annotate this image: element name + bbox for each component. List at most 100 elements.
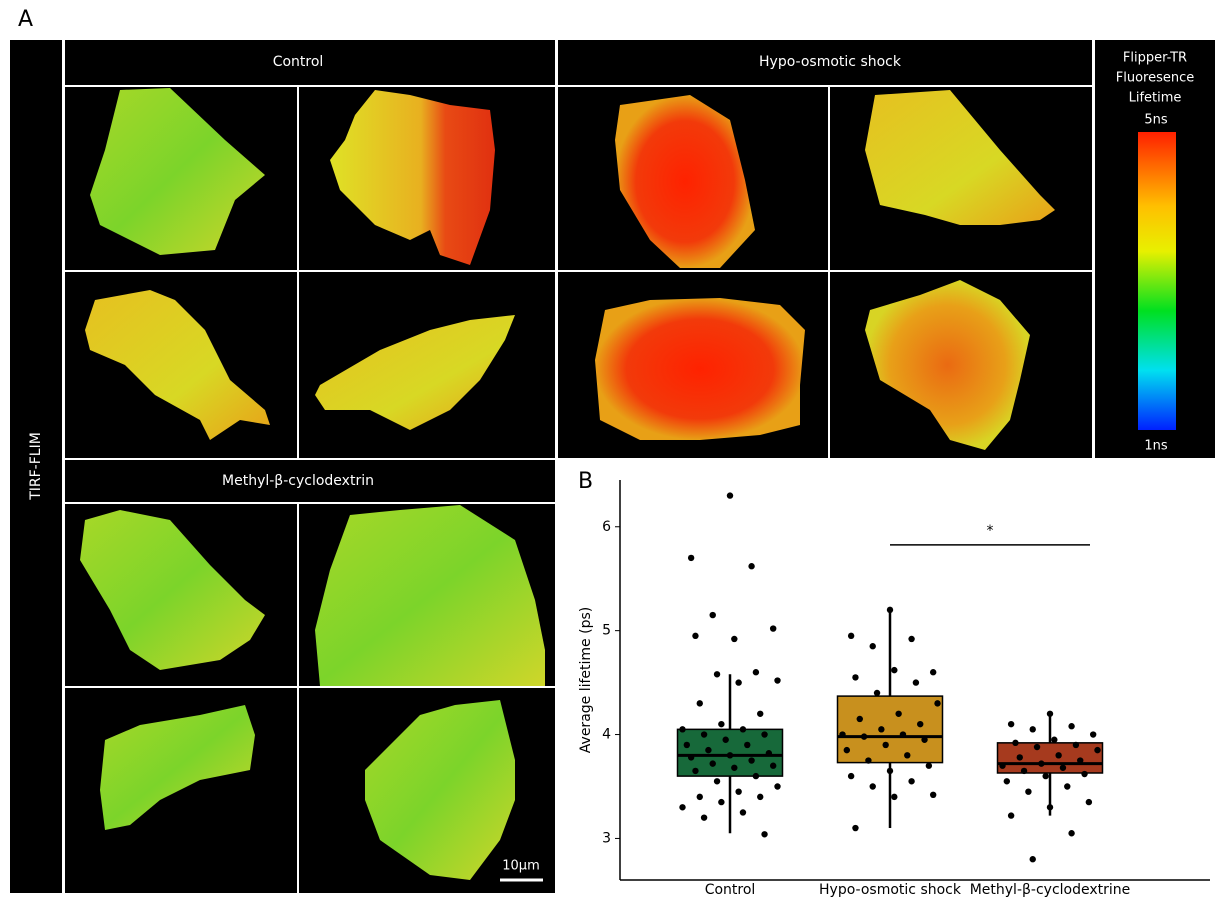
data-point <box>839 731 846 738</box>
data-point <box>1046 710 1054 717</box>
data-point <box>929 669 937 676</box>
data-point <box>748 563 755 570</box>
data-point <box>1020 767 1028 775</box>
data-point <box>882 741 889 749</box>
data-point <box>705 746 712 754</box>
data-point <box>860 733 868 740</box>
data-point <box>687 554 695 562</box>
data-point <box>713 778 721 785</box>
data-point <box>1068 723 1075 730</box>
data-point <box>718 720 725 728</box>
data-point <box>1094 746 1101 754</box>
data-point <box>1046 804 1054 811</box>
data-point <box>1003 778 1011 785</box>
data-point <box>1059 764 1067 771</box>
data-point <box>999 762 1006 769</box>
data-point <box>917 720 924 728</box>
data-point <box>713 671 721 678</box>
data-point <box>679 804 686 811</box>
panel-label: A <box>18 7 33 32</box>
data-point <box>891 666 898 674</box>
data-point <box>718 798 725 806</box>
data-point <box>709 611 716 619</box>
data-point <box>1072 741 1080 749</box>
data-point <box>895 710 902 717</box>
data-point <box>700 731 708 738</box>
data-point <box>1029 726 1036 733</box>
data-point <box>921 736 928 743</box>
data-point <box>1081 770 1088 778</box>
x-tick-label: Hypo-osmotic shock <box>819 882 962 897</box>
panel-label: B <box>578 469 593 494</box>
data-point <box>869 783 876 790</box>
data-point <box>1055 752 1062 759</box>
data-point <box>722 736 729 743</box>
data-point <box>700 814 708 821</box>
data-point <box>761 731 768 738</box>
data-point <box>886 606 894 614</box>
data-point <box>769 762 777 769</box>
box <box>996 742 1104 774</box>
data-point <box>1025 788 1032 795</box>
data-point <box>1016 754 1023 761</box>
data-point <box>769 625 777 632</box>
colorbar <box>1138 132 1176 430</box>
data-point <box>765 750 773 757</box>
data-point <box>752 772 760 780</box>
data-point <box>744 741 751 749</box>
data-point <box>774 677 781 684</box>
data-point <box>1068 830 1075 837</box>
data-point <box>1038 760 1045 767</box>
side-label: TIRF-FLIM <box>28 432 44 501</box>
data-point <box>1029 856 1036 863</box>
data-point <box>891 793 898 801</box>
data-point <box>735 679 742 686</box>
colorbar-bottom: 1ns <box>1144 439 1168 454</box>
header <box>65 460 555 502</box>
data-point <box>683 741 691 749</box>
data-point <box>774 783 781 790</box>
data-point <box>929 791 937 799</box>
data-point <box>1007 720 1015 728</box>
data-point <box>1085 798 1093 806</box>
data-point <box>731 764 738 771</box>
data-point <box>899 731 907 738</box>
data-point <box>696 793 703 801</box>
side-strip <box>10 40 62 893</box>
data-point <box>735 788 742 795</box>
colorbar-title: Lifetime <box>1129 91 1182 106</box>
data-point <box>739 809 747 816</box>
header <box>558 40 1092 85</box>
data-point <box>1077 757 1084 764</box>
x-tick-label: Methyl-β-cyclodextrine <box>970 882 1131 897</box>
data-point <box>852 674 859 681</box>
data-point <box>1033 743 1041 751</box>
colorbar-title: Fluoresence <box>1116 71 1195 86</box>
data-point <box>869 643 876 650</box>
y-axis-label: Average lifetime (ps) <box>578 607 594 753</box>
data-point <box>726 752 734 759</box>
box <box>836 695 944 764</box>
data-point <box>856 715 863 723</box>
data-point <box>752 669 760 676</box>
group-label: Hypo-osmotic shock <box>759 54 902 70</box>
data-point <box>757 793 764 801</box>
data-point <box>904 752 911 759</box>
data-point <box>692 632 699 640</box>
data-point <box>748 757 755 764</box>
data-point <box>739 726 747 733</box>
y-tick-label: 4 <box>602 727 611 743</box>
y-tick-label: 5 <box>602 623 611 639</box>
data-point <box>908 635 915 643</box>
header <box>65 40 555 85</box>
group-label: Control <box>273 54 324 70</box>
data-point <box>726 492 734 499</box>
annotation: * <box>987 523 994 539</box>
data-point <box>934 700 941 707</box>
data-point <box>843 746 851 754</box>
data-point <box>1042 772 1049 780</box>
scale-label: 10μm <box>502 859 539 874</box>
data-point <box>1007 812 1015 819</box>
data-point <box>865 757 872 764</box>
